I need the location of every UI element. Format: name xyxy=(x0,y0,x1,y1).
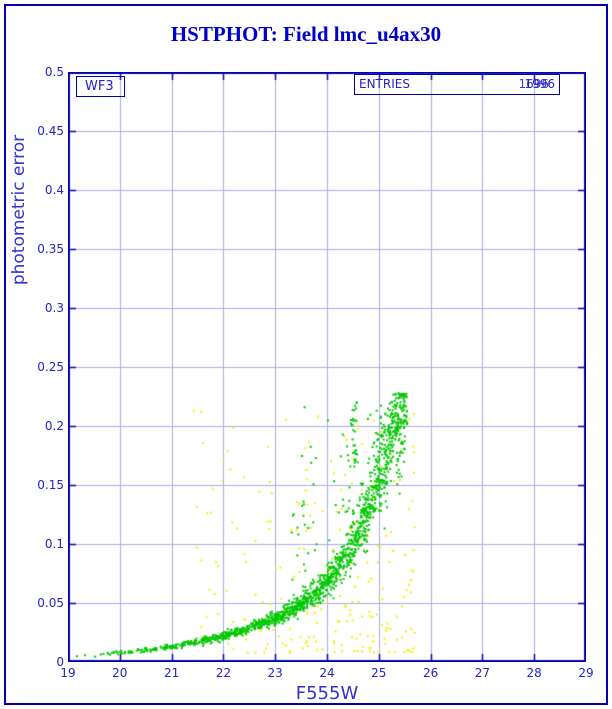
x-tick-label: 29 xyxy=(578,666,594,680)
y-tick-label: 0.1 xyxy=(44,537,64,551)
x-tick-label: 22 xyxy=(215,666,232,680)
entries-value-ghost: 1696 xyxy=(518,77,549,91)
x-tick-label: 24 xyxy=(319,666,335,680)
y-tick-label: 0.35 xyxy=(37,242,64,256)
y-tick-label: 0.2 xyxy=(44,419,64,433)
entries-box: ENTRIES 1696 1996 xyxy=(354,74,560,95)
y-tick-label: 0.15 xyxy=(37,478,64,492)
entries-label: ENTRIES xyxy=(359,77,410,91)
detector-label-box: WF3 xyxy=(76,76,125,97)
y-tick-label: 0.05 xyxy=(37,596,64,610)
x-tick-label: 28 xyxy=(526,666,542,680)
y-tick-label: 0.3 xyxy=(44,301,64,315)
x-tick-label: 23 xyxy=(267,666,283,680)
y-tick-label: 0.4 xyxy=(44,183,64,197)
scatter-plot-canvas xyxy=(68,72,586,662)
y-tick-label: 0.5 xyxy=(44,65,64,79)
x-tick-label: 20 xyxy=(112,666,128,680)
x-tick-label: 27 xyxy=(474,666,491,680)
entries-value: 1996 xyxy=(524,77,555,91)
x-axis-label: F555W xyxy=(295,683,359,704)
y-tick-label: 0 xyxy=(56,655,64,669)
x-tick-label: 25 xyxy=(371,666,387,680)
y-tick-label: 0.25 xyxy=(37,360,64,374)
detector-label: WF3 xyxy=(85,79,114,94)
y-tick-label: 0.45 xyxy=(37,124,64,138)
page-title: HSTPHOT: Field lmc_u4ax30 xyxy=(170,22,442,46)
x-tick-label: 21 xyxy=(163,666,180,680)
x-tick-label: 19 xyxy=(60,666,76,680)
y-axis-label: photometric error xyxy=(9,134,29,286)
x-tick-label: 26 xyxy=(422,666,439,680)
